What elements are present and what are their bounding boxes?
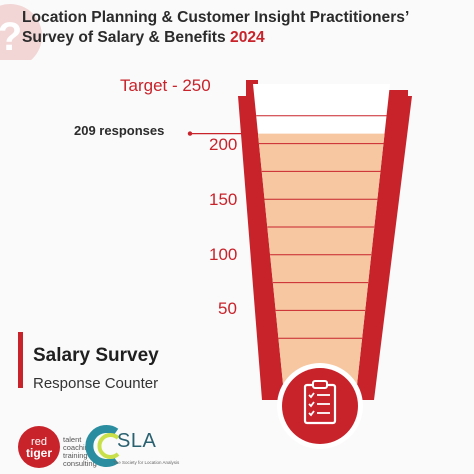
- red-tiger-logo-word-2: tiger: [26, 446, 52, 460]
- responses-label: 209 responses: [74, 123, 165, 138]
- page-title: Location Planning & Customer Insight Pra…: [22, 8, 462, 48]
- title-line-1: Location Planning & Customer Insight Pra…: [22, 9, 410, 26]
- red-tiger-logo: red tiger: [18, 426, 60, 468]
- red-tiger-service: coaching: [63, 443, 94, 452]
- question-mark-icon: ?: [0, 4, 42, 60]
- red-tiger-service: training: [63, 451, 88, 460]
- target-label: Target - 250: [120, 76, 211, 95]
- survey-title: Salary Survey: [33, 345, 159, 366]
- tick-label-200: 200: [209, 135, 238, 154]
- title-year: 2024: [230, 29, 265, 46]
- sla-logo-mark: [85, 425, 120, 467]
- red-tiger-service: talent: [63, 435, 82, 444]
- sla-logo-text: SLA: [117, 430, 157, 452]
- tick-label-150: 150: [209, 190, 238, 209]
- sla-tagline: The Society for Location Analysis: [113, 460, 180, 465]
- gauge-fill: [257, 133, 385, 395]
- tick-label-50: 50: [218, 299, 237, 318]
- red-tiger-service: consulting: [63, 459, 97, 468]
- svg-text:?: ?: [0, 15, 22, 59]
- tick-label-100: 100: [209, 245, 238, 264]
- title-line-2-text: Survey of Salary & Benefits: [22, 29, 226, 46]
- red-tiger-logo-word-1: red: [31, 436, 47, 448]
- clipboard-checklist-icon: [277, 363, 363, 449]
- survey-subtitle: Response Counter: [33, 375, 159, 392]
- responses-pointer-dot: [187, 131, 193, 136]
- red-tiger-services: talent coaching training consulting: [63, 436, 97, 468]
- survey-accent-bar: [18, 332, 23, 388]
- title-line-2: Survey of Salary & Benefits 2024: [22, 28, 462, 48]
- gauge-level-lines: [256, 115, 387, 339]
